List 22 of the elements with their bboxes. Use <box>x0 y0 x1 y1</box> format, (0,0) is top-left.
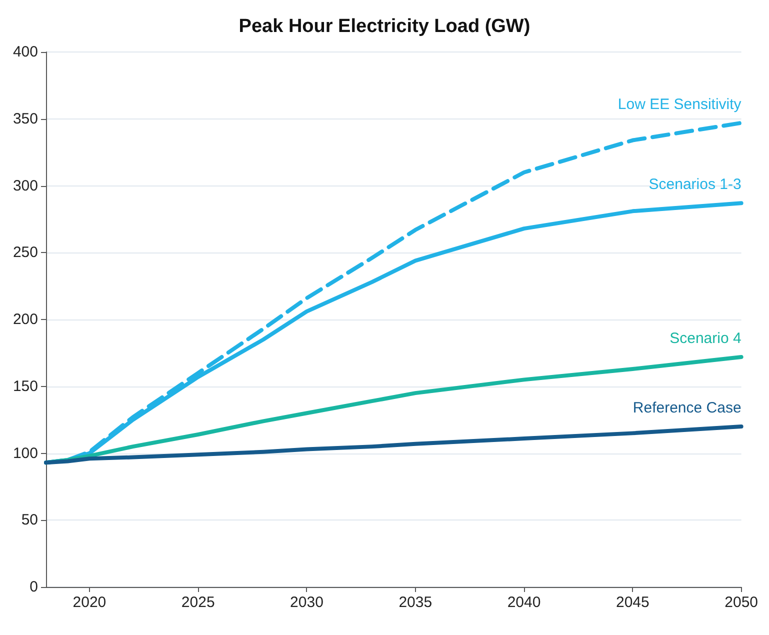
x-tick-label: 2035 <box>398 594 432 611</box>
chart-title: Peak Hour Electricity Load (GW) <box>238 16 530 37</box>
y-tick-label: 250 <box>12 244 38 262</box>
x-tick-label: 2040 <box>507 594 541 611</box>
y-tick-label: 0 <box>30 578 38 596</box>
y-tick-label: 400 <box>12 44 38 60</box>
x-tick-label: 2030 <box>290 594 324 611</box>
series-label: Low EE Sensitivity <box>618 96 742 113</box>
y-tick-label: 150 <box>12 378 38 395</box>
y-tick-label: 350 <box>12 110 38 128</box>
x-tick-label: 2020 <box>72 594 106 611</box>
y-tick-label: 300 <box>12 177 38 194</box>
y-tick-label: 50 <box>21 512 38 529</box>
x-tick-label: 2045 <box>616 594 650 611</box>
x-tick-label: 2025 <box>181 594 215 611</box>
series-label: Scenarios 1-3 <box>648 176 742 194</box>
y-tick-label: 200 <box>12 311 38 328</box>
y-tick-label: 100 <box>12 444 38 462</box>
series-label: Reference Case <box>632 400 742 416</box>
series-label: Scenario 4 <box>670 330 742 347</box>
x-tick-label: 2050 <box>724 594 758 611</box>
line-series <box>44 424 744 465</box>
